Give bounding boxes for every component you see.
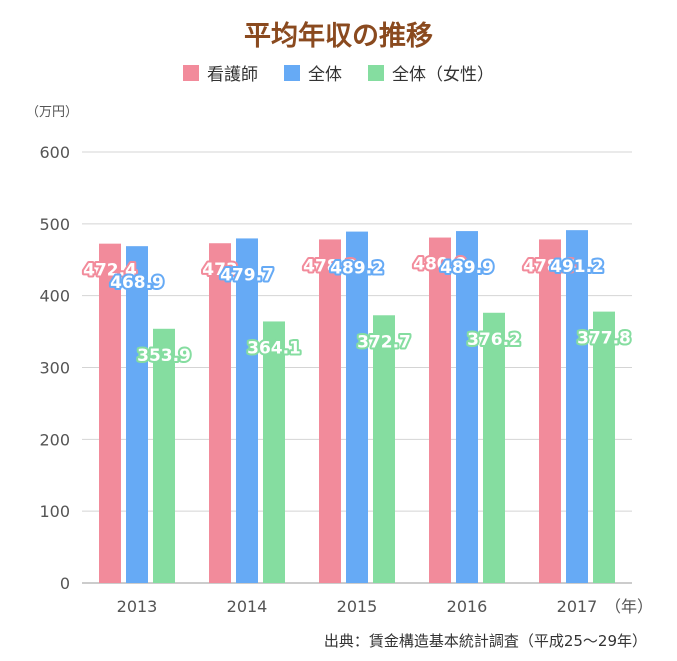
y-tick-label: 300 [39,359,70,378]
y-tick-label: 200 [39,430,70,449]
legend-label-women: 全体（女性） [392,65,494,85]
source-note: 出典：賃金構造基本統計調査（平成25〜29年） [323,632,647,650]
x-tick-label: 2014 [227,597,268,616]
y-tick-label: 0 [60,574,70,593]
y-tick-label: 400 [39,287,70,306]
data-label: 473 [202,260,238,280]
legend-swatch-women [368,64,384,81]
x-axis-unit-label: （年） [605,597,653,616]
bar-nurse [209,243,231,583]
legend-swatch-nurse [183,64,199,81]
x-tick-label: 2013 [117,597,158,616]
bar-all [126,246,148,583]
legend-label-all: 全体 [308,65,342,85]
data-label: 468.9 [110,273,164,293]
bar-women [483,312,505,583]
bar-women [593,311,615,583]
legend-swatch-all [284,64,300,81]
bar-all [456,231,478,583]
x-tick-label: 2017 [557,597,598,616]
bar-all [566,230,588,583]
legend-label-nurse: 看護師 [207,65,258,85]
y-tick-label: 600 [39,143,70,162]
bar-all [346,231,368,583]
bar-nurse [99,243,121,583]
bar-women [263,321,285,583]
data-label: 489.9 [440,258,494,278]
bar-nurse [429,237,451,583]
data-label: 480.9 [413,255,467,275]
bar-women [373,315,395,583]
data-label: 479.7 [220,265,274,285]
legend-item-all: 全体 [284,60,342,85]
x-tick-label: 2016 [447,597,488,616]
bar-nurse [539,239,561,583]
y-tick-label: 100 [39,502,70,521]
data-label: 478.3 [303,256,357,276]
data-label: 372.7 [357,332,411,352]
x-tick-label: 2015 [337,597,378,616]
data-label: 472.4 [83,261,137,281]
data-label: 489.2 [330,259,384,279]
bar-all [236,238,258,583]
bar-nurse [319,239,341,583]
chart-legend: 看護師 全体 全体（女性） [0,60,677,85]
legend-item-nurse: 看護師 [183,60,258,85]
y-tick-label: 500 [39,215,70,234]
bar-women [153,328,175,583]
data-label: 376.2 [467,330,521,350]
data-label: 491.2 [550,257,604,277]
data-label: 364.1 [247,338,301,358]
y-axis-unit-label: （万円） [26,105,78,120]
chart-title: 平均年収の推移 [244,21,433,52]
data-label: 478.3 [523,256,577,276]
data-label: 353.9 [137,346,191,366]
data-label: 377.8 [577,329,631,349]
legend-item-women: 全体（女性） [368,60,494,85]
